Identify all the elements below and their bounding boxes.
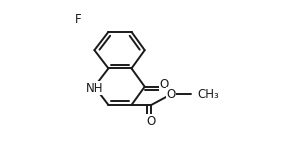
Text: O: O bbox=[147, 115, 156, 128]
Text: F: F bbox=[75, 13, 81, 26]
Text: O: O bbox=[160, 78, 169, 91]
Text: CH₃: CH₃ bbox=[198, 88, 219, 101]
Text: NH: NH bbox=[86, 82, 103, 95]
Text: O: O bbox=[166, 88, 176, 101]
